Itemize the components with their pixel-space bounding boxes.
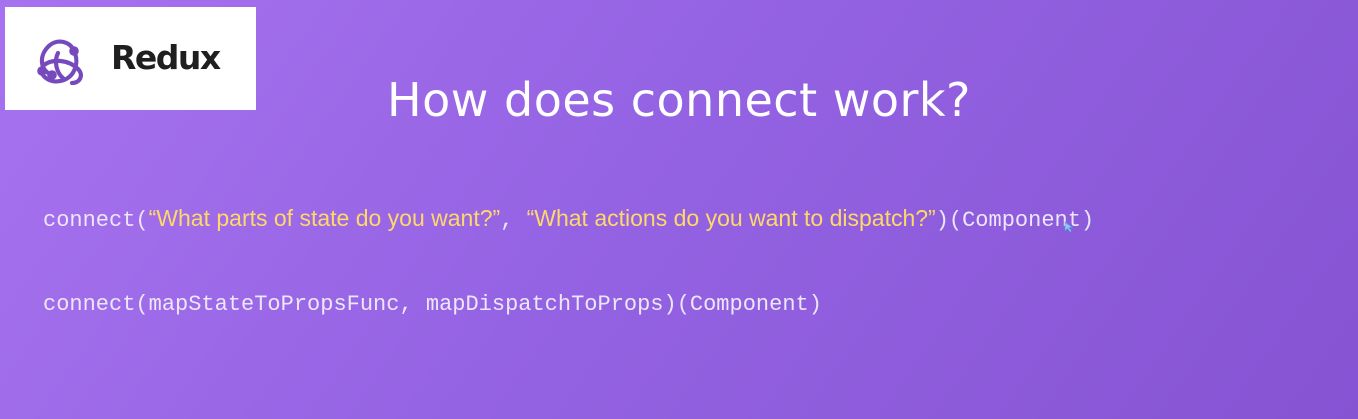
slide-title: How does connect work? xyxy=(387,73,971,127)
code-line-connect-questions: connect(“What parts of state do you want… xyxy=(43,203,1094,236)
code-line-connect-functions: connect(mapStateToPropsFunc, mapDispatch… xyxy=(43,288,822,320)
logo-brand-text: Redux xyxy=(111,38,221,77)
actions-question-string: “What actions do you want to dispatch?” xyxy=(526,205,936,231)
mouse-cursor-icon xyxy=(1064,221,1074,233)
redux-logo-icon xyxy=(37,39,83,86)
argument-comma: , xyxy=(500,208,527,233)
open-paren: ( xyxy=(135,208,149,233)
redux-logo: Redux xyxy=(5,7,256,110)
connect-function-name: connect xyxy=(43,208,136,233)
state-question-string: “What parts of state do you want?” xyxy=(148,205,501,231)
close-paren: ) xyxy=(935,208,949,233)
connect-functions-code: connect(mapStateToPropsFunc, mapDispatch… xyxy=(43,292,822,317)
